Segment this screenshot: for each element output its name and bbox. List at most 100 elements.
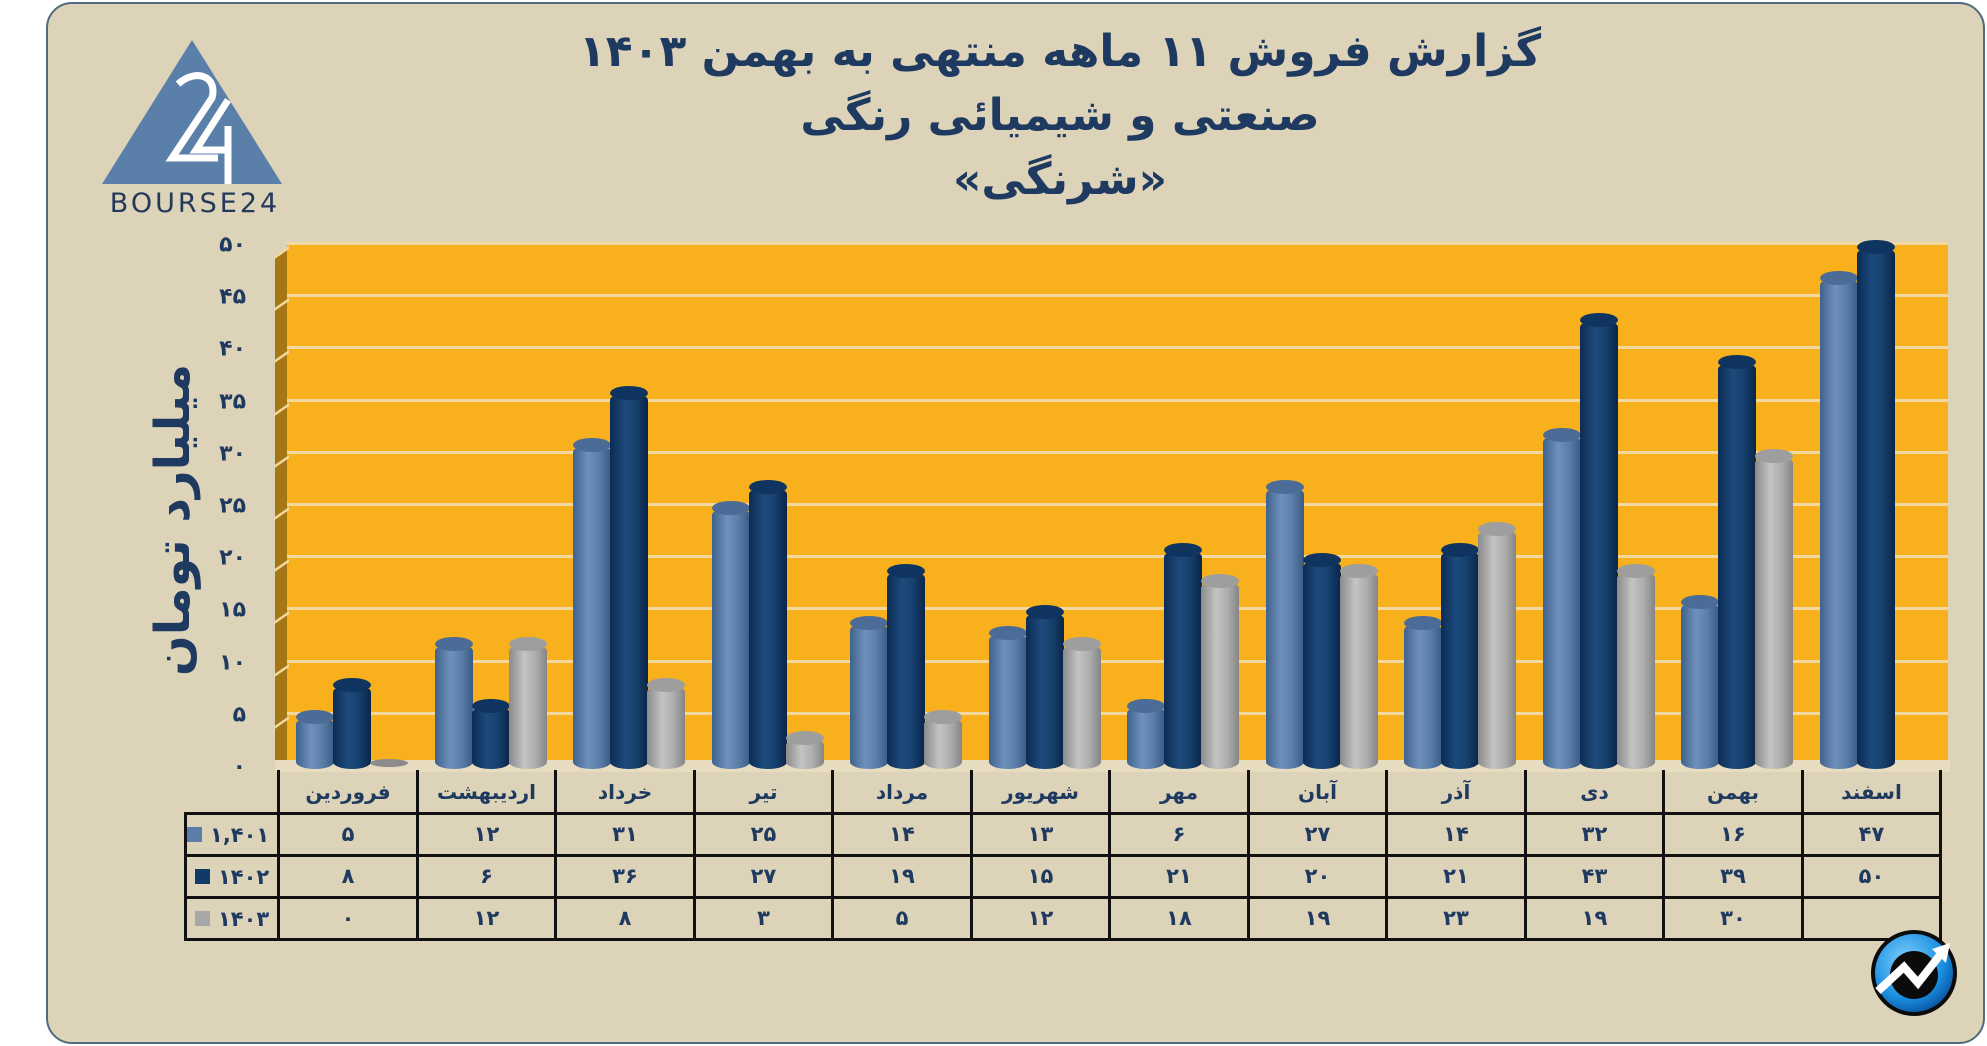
table-cell: ۳۱ bbox=[554, 811, 696, 857]
title-line-2: صنعتی و شیمیائی رنگی bbox=[800, 90, 1320, 141]
bar-1403-3 bbox=[647, 678, 685, 769]
table-cell: ۸ bbox=[277, 853, 419, 899]
gridline bbox=[287, 242, 1948, 245]
month-header: آبان bbox=[1246, 770, 1389, 815]
bar-1402-8 bbox=[1302, 553, 1341, 769]
month-header: بهمن bbox=[1662, 770, 1804, 815]
table-row: ۱۴۰۳ ۰ ۱۲ ۸ ۳ ۵ ۱۲ ۱۸ ۱۹ ۲۳ ۱۹ ۳۰ bbox=[183, 895, 1943, 941]
table-cell: ۲۱ bbox=[1108, 853, 1250, 899]
table-cell: ۵ bbox=[277, 811, 419, 857]
y-tick-label: ۲۵ bbox=[219, 493, 246, 519]
table-cell: ۱۹ bbox=[831, 853, 973, 899]
logo-text: BOURSE24 bbox=[109, 188, 281, 219]
bar-1402-11 bbox=[1718, 354, 1756, 769]
month-header: فروردین bbox=[277, 770, 419, 815]
table-corner bbox=[185, 770, 281, 813]
month-header: اردیبهشت bbox=[415, 770, 558, 815]
bar-1402-12 bbox=[1856, 240, 1895, 769]
table-cell: ۲۷ bbox=[1246, 811, 1389, 857]
table-cell: ۱۹ bbox=[1246, 895, 1389, 941]
table-cell: ۴۳ bbox=[1523, 853, 1666, 899]
bar-1403-6 bbox=[1062, 636, 1101, 769]
table-cell: ۵۰ bbox=[1800, 853, 1943, 899]
trend-up-icon bbox=[1871, 930, 1957, 1016]
month-header: دی bbox=[1523, 770, 1666, 815]
y-tick-label: ۱۵ bbox=[219, 597, 246, 623]
legend-swatch-icon bbox=[194, 911, 210, 926]
y-tick-label: ۳۰ bbox=[219, 441, 246, 467]
gridline bbox=[287, 398, 1948, 402]
table-row: ۱,۴۰۱ ۵ ۱۲ ۳۱ ۲۵ ۱۴ ۱۳ ۶ ۲۷ ۱۴ ۳۲ ۱۶ ۴۷ bbox=[183, 811, 1943, 857]
legend-entry: ۱۴۰۳ bbox=[183, 895, 281, 941]
y-tick-label: ۴۰ bbox=[219, 336, 246, 362]
table-cell: ۱۵ bbox=[969, 853, 1112, 899]
plot-floor bbox=[275, 760, 1950, 772]
month-header: اسفند bbox=[1800, 770, 1943, 815]
bar-1402-3 bbox=[610, 386, 648, 769]
table-cell: ۱۳ bbox=[969, 811, 1112, 857]
table-cell: ۲۱ bbox=[1385, 853, 1527, 899]
gridline bbox=[287, 503, 1948, 506]
bar-1402-1 bbox=[333, 678, 371, 769]
month-header: مهر bbox=[1108, 770, 1250, 815]
y-tick-label: ۵۰ bbox=[219, 232, 246, 258]
table-cell: ۴۷ bbox=[1800, 811, 1943, 857]
bar-1403-8 bbox=[1339, 563, 1378, 769]
table-cell: ۵ bbox=[831, 895, 973, 941]
table-row: ۱۴۰۲ ۸ ۶ ۳۶ ۲۷ ۱۹ ۱۵ ۲۱ ۲۰ ۲۱ ۴۳ ۳۹ ۵۰ bbox=[183, 853, 1943, 899]
bar-1403-4 bbox=[785, 730, 824, 769]
table-cell: ۰ bbox=[277, 895, 419, 941]
title-line-3: «شرنگی» bbox=[952, 154, 1168, 205]
bar-1401-5 bbox=[850, 615, 888, 769]
table-cell: ۲۰ bbox=[1246, 853, 1389, 899]
bar-1401-10 bbox=[1542, 427, 1581, 769]
bar-1403-2 bbox=[508, 636, 547, 769]
table-cell: ۳ bbox=[692, 895, 835, 941]
table-cell: ۱۸ bbox=[1108, 895, 1250, 941]
gridline bbox=[287, 450, 1948, 454]
table-cell: ۳۲ bbox=[1523, 811, 1666, 857]
y-tick-label: ۴۵ bbox=[219, 284, 246, 310]
bar-1402-9 bbox=[1441, 542, 1479, 769]
legend-entry: ۱۴۰۲ bbox=[183, 853, 281, 899]
y-tick-label: ۲۰ bbox=[219, 545, 246, 571]
legend-swatch-icon bbox=[194, 869, 210, 884]
table-cell: ۳۶ bbox=[554, 853, 696, 899]
table-cell: ۳۹ bbox=[1662, 853, 1804, 899]
bar-1401-8 bbox=[1265, 480, 1304, 769]
gridline bbox=[287, 711, 1948, 715]
legend-label: ۱۴۰۲ bbox=[217, 864, 270, 889]
table-cell: ۲۵ bbox=[692, 811, 835, 857]
table-cell: ۱۴ bbox=[1385, 811, 1527, 857]
bar-1403-1 bbox=[370, 759, 408, 767]
table-cell: ۸ bbox=[554, 895, 696, 941]
table-cell: ۲۳ bbox=[1385, 895, 1527, 941]
bar-1401-2 bbox=[434, 636, 473, 769]
bar-1401-12 bbox=[1819, 271, 1858, 769]
bar-1403-11 bbox=[1755, 448, 1793, 769]
bar-1402-5 bbox=[887, 563, 925, 769]
bar-1402-4 bbox=[748, 480, 787, 769]
bar-1401-6 bbox=[988, 626, 1027, 769]
table-header-row: فروردین اردیبهشت خرداد تیر مرداد شهریور مهر آبا… bbox=[185, 770, 1943, 815]
data-table: فروردین اردیبهشت خرداد تیر مرداد شهریور مهر آبا… bbox=[183, 770, 1943, 941]
bar-1401-4 bbox=[711, 501, 750, 769]
table-cell: ۳۰ bbox=[1662, 895, 1804, 941]
y-tick-label: ۵ bbox=[232, 702, 246, 728]
bar-1402-7 bbox=[1164, 542, 1202, 769]
table-cell: ۱۲ bbox=[415, 895, 558, 941]
table-cell: ۱۹ bbox=[1523, 895, 1666, 941]
bar-1401-3 bbox=[573, 438, 611, 769]
bar-1401-11 bbox=[1681, 594, 1719, 769]
table-cell: ۱۲ bbox=[415, 811, 558, 857]
gridline bbox=[287, 555, 1948, 559]
month-header: خرداد bbox=[554, 770, 696, 815]
bar-1403-9 bbox=[1478, 521, 1516, 769]
table-cell: ۱۴ bbox=[831, 811, 973, 857]
gridline bbox=[287, 607, 1948, 611]
legend-entry: ۱,۴۰۱ bbox=[183, 811, 281, 857]
table-cell bbox=[1800, 895, 1943, 941]
bar-1402-2 bbox=[471, 699, 510, 769]
legend-swatch-icon bbox=[187, 827, 202, 842]
table-cell: ۱۶ bbox=[1662, 811, 1804, 857]
